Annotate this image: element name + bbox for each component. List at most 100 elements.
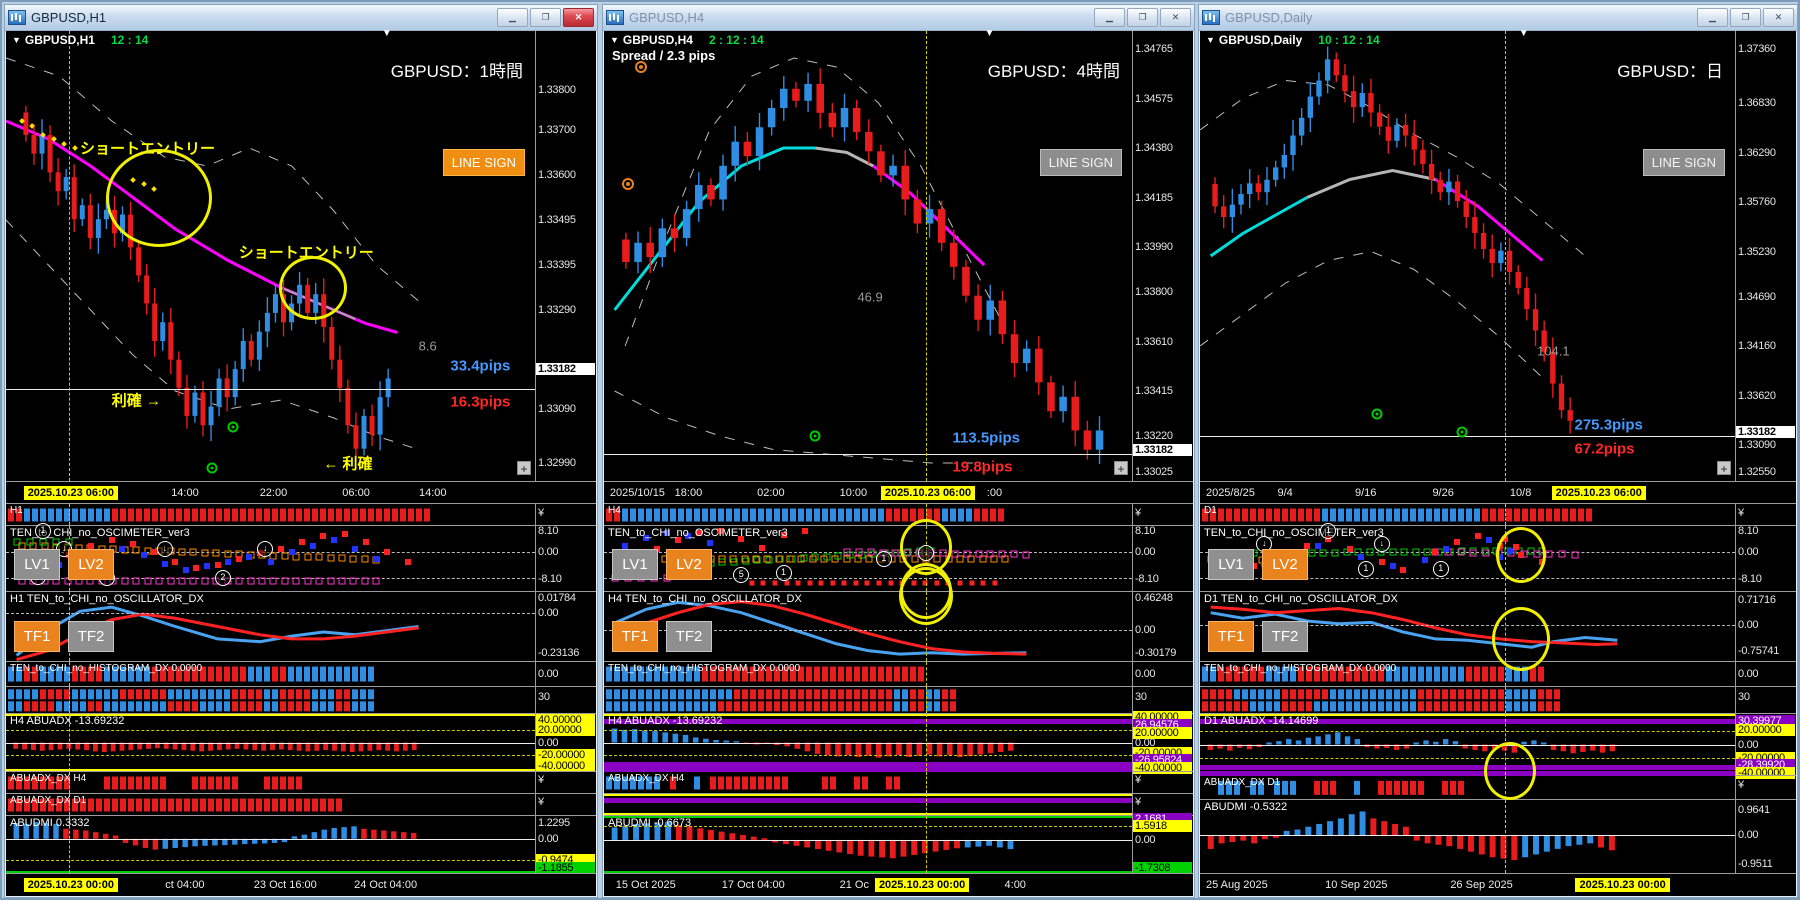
level-dash-line (1200, 757, 1735, 759)
chart-content[interactable]: ▼ ▼ GBPUSD,Daily 10 : 12 : 14 GBPUSD：日 LINE S… (1200, 28, 1796, 896)
scale-shift-button[interactable]: + (1717, 461, 1731, 476)
line-sign-button[interactable]: LINE SIGN (442, 149, 525, 176)
strip-cell (1522, 701, 1528, 711)
chart-annotation: 利確 → (111, 392, 161, 410)
scale-label: ¥ (538, 774, 544, 787)
strip-cell (184, 666, 190, 682)
strip-cell (1378, 701, 1384, 711)
strip-cell (710, 775, 716, 790)
strip-cell (320, 797, 326, 812)
strip-cell (1506, 666, 1512, 682)
lv1-button[interactable]: LV1 (1208, 549, 1254, 581)
strip-cell (64, 701, 70, 711)
strip-cell (958, 507, 964, 522)
symbol-dropdown-icon[interactable]: ▼ (610, 35, 619, 45)
bottom-time-axis[interactable]: 15 Oct 2025 17 Oct 04:00 21 Oc 2025.10.23 0… (604, 873, 1193, 895)
strip-cell (646, 666, 652, 682)
minimize-button[interactable]: ▁ (1697, 8, 1728, 27)
scale-shift-button[interactable]: + (1114, 461, 1128, 476)
strip-cell (622, 701, 628, 711)
chart-content[interactable]: ▼ ▼ GBPUSD,H4 2 : 12 : 14 Spread / 2.3 pips G… (604, 28, 1193, 896)
indicator-scale: 30 (535, 687, 596, 713)
histogram-strip (1202, 666, 1544, 682)
lv2-button[interactable]: LV2 (68, 549, 114, 581)
tf1-button[interactable]: TF1 (612, 620, 658, 652)
annotation-circle (1484, 742, 1537, 801)
strip-cell (64, 507, 70, 522)
close-button[interactable]: ✕ (563, 8, 594, 27)
strip-cell (1506, 701, 1512, 711)
strip-cell (910, 666, 916, 682)
strip-cell (1354, 689, 1360, 699)
strip-cell (774, 507, 780, 522)
strip-cell (782, 775, 788, 790)
window-titlebar[interactable]: GBPUSD,H4 ▁ ❐ ✕ (603, 5, 1194, 31)
line-sign-button[interactable]: LINE SIGN (1642, 149, 1725, 176)
maximize-button[interactable]: ❐ (1730, 8, 1761, 27)
main-chart-plot[interactable]: ▼ ▼ GBPUSD,Daily 10 : 12 : 14 GBPUSD：日 LINE S… (1200, 28, 1735, 481)
oscimeter-dot (267, 558, 274, 565)
indicator-scale: ¥ (1735, 776, 1796, 799)
oscimeter-dot (696, 529, 703, 536)
zero-dash-line (604, 578, 1132, 579)
window-titlebar[interactable]: GBPUSD,Daily ▁ ❐ ✕ (1199, 5, 1797, 31)
time-axis[interactable]: 2025/10/15 18:00 02:00 10:00 2025.10.23 06:0… (604, 481, 1193, 503)
time-axis[interactable]: 2025/8/25 9/4 9/16 9/26 10/8 2025.10.23 06:00 (1200, 481, 1796, 503)
main-chart-plot[interactable]: ▼ ▼ GBPUSD,H1 12 : 14 GBPUSD：1時間 LINE SIGN ショー… (6, 28, 535, 481)
lv1-button[interactable]: LV1 (14, 549, 60, 581)
bottom-time-axis[interactable]: 2025.10.23 00:00 ct 04:00 23 Oct 16:00 24 O… (6, 873, 596, 895)
close-button[interactable]: ✕ (1160, 8, 1191, 27)
strip-cell (80, 701, 86, 711)
line-sign-button[interactable]: LINE SIGN (1039, 149, 1122, 176)
strip-cell (1530, 689, 1536, 699)
minimize-button[interactable]: ▁ (1094, 8, 1125, 27)
lv2-button[interactable]: LV2 (1262, 549, 1308, 581)
strip-cell (614, 701, 620, 711)
minimize-button[interactable]: ▁ (497, 8, 528, 27)
oscimeter-dot (121, 577, 129, 585)
strip-cell (774, 666, 780, 682)
scale-label: -0.9511 (1738, 858, 1773, 871)
strip-cell (320, 701, 326, 711)
close-button[interactable]: ✕ (1763, 8, 1794, 27)
chart-content[interactable]: ▼ ▼ GBPUSD,H1 12 : 14 GBPUSD：1時間 LINE SIGN ショー… (6, 28, 596, 896)
bottom-time-axis[interactable]: 25 Aug 2025 10 Sep 2025 26 Sep 2025 2025.10… (1200, 873, 1796, 895)
strip-cell (846, 701, 852, 711)
strip-cell (1282, 666, 1288, 682)
strip-cell (1522, 507, 1528, 522)
lv1-button[interactable]: LV1 (612, 549, 658, 581)
scale-label: 0.71716 (1738, 594, 1776, 607)
strip-cell (1346, 701, 1352, 711)
oscimeter-dot (854, 555, 862, 563)
strip-cell (902, 701, 908, 711)
annotation-circle (899, 567, 954, 626)
abuadx-plot: D1 ABUADX -14.14699 (1200, 714, 1735, 801)
symbol-dropdown-icon[interactable]: ▼ (1206, 35, 1215, 45)
time-axis[interactable]: 2025.10.23 06:00 14:00 22:00 06:00 14:00 (6, 481, 596, 503)
price-label: 1.35760 (1738, 196, 1776, 208)
lv2-button[interactable]: LV2 (666, 549, 712, 581)
tf1-button[interactable]: TF1 (14, 620, 60, 652)
symbol-dropdown-icon[interactable]: ▼ (12, 35, 21, 45)
tf1-button[interactable]: TF1 (1208, 620, 1254, 652)
tf2-button[interactable]: TF2 (666, 620, 712, 652)
tf2-button[interactable]: TF2 (68, 620, 114, 652)
scale-label: 0.00 (1738, 619, 1759, 632)
time-marker-icon: ▼ (984, 28, 995, 39)
tf2-button[interactable]: TF2 (1262, 620, 1308, 652)
window-titlebar[interactable]: GBPUSD,H1 ▁ ❐ ✕ (5, 5, 597, 31)
strip-cell (352, 666, 358, 682)
main-chart-plot[interactable]: ▼ ▼ GBPUSD,H4 2 : 12 : 14 Spread / 2.3 pips G… (604, 28, 1132, 481)
abudmi-panel: ABUDMI 0.3332 1.2295 0.00 -0.9474 -1.1855 (6, 815, 596, 875)
strip-cell (1226, 689, 1232, 699)
maximize-button[interactable]: ❐ (530, 8, 561, 27)
strip-cell (782, 666, 788, 682)
green-line (604, 871, 1132, 873)
strip1-panel: H4 ¥ (604, 503, 1193, 525)
scale-shift-button[interactable]: + (517, 461, 531, 476)
histogram-strip (606, 666, 924, 682)
oscimeter-dot (327, 577, 335, 585)
maximize-button[interactable]: ❐ (1127, 8, 1158, 27)
strip-cell (408, 507, 414, 522)
candle-timer: 2 : 12 : 14 (708, 33, 764, 47)
